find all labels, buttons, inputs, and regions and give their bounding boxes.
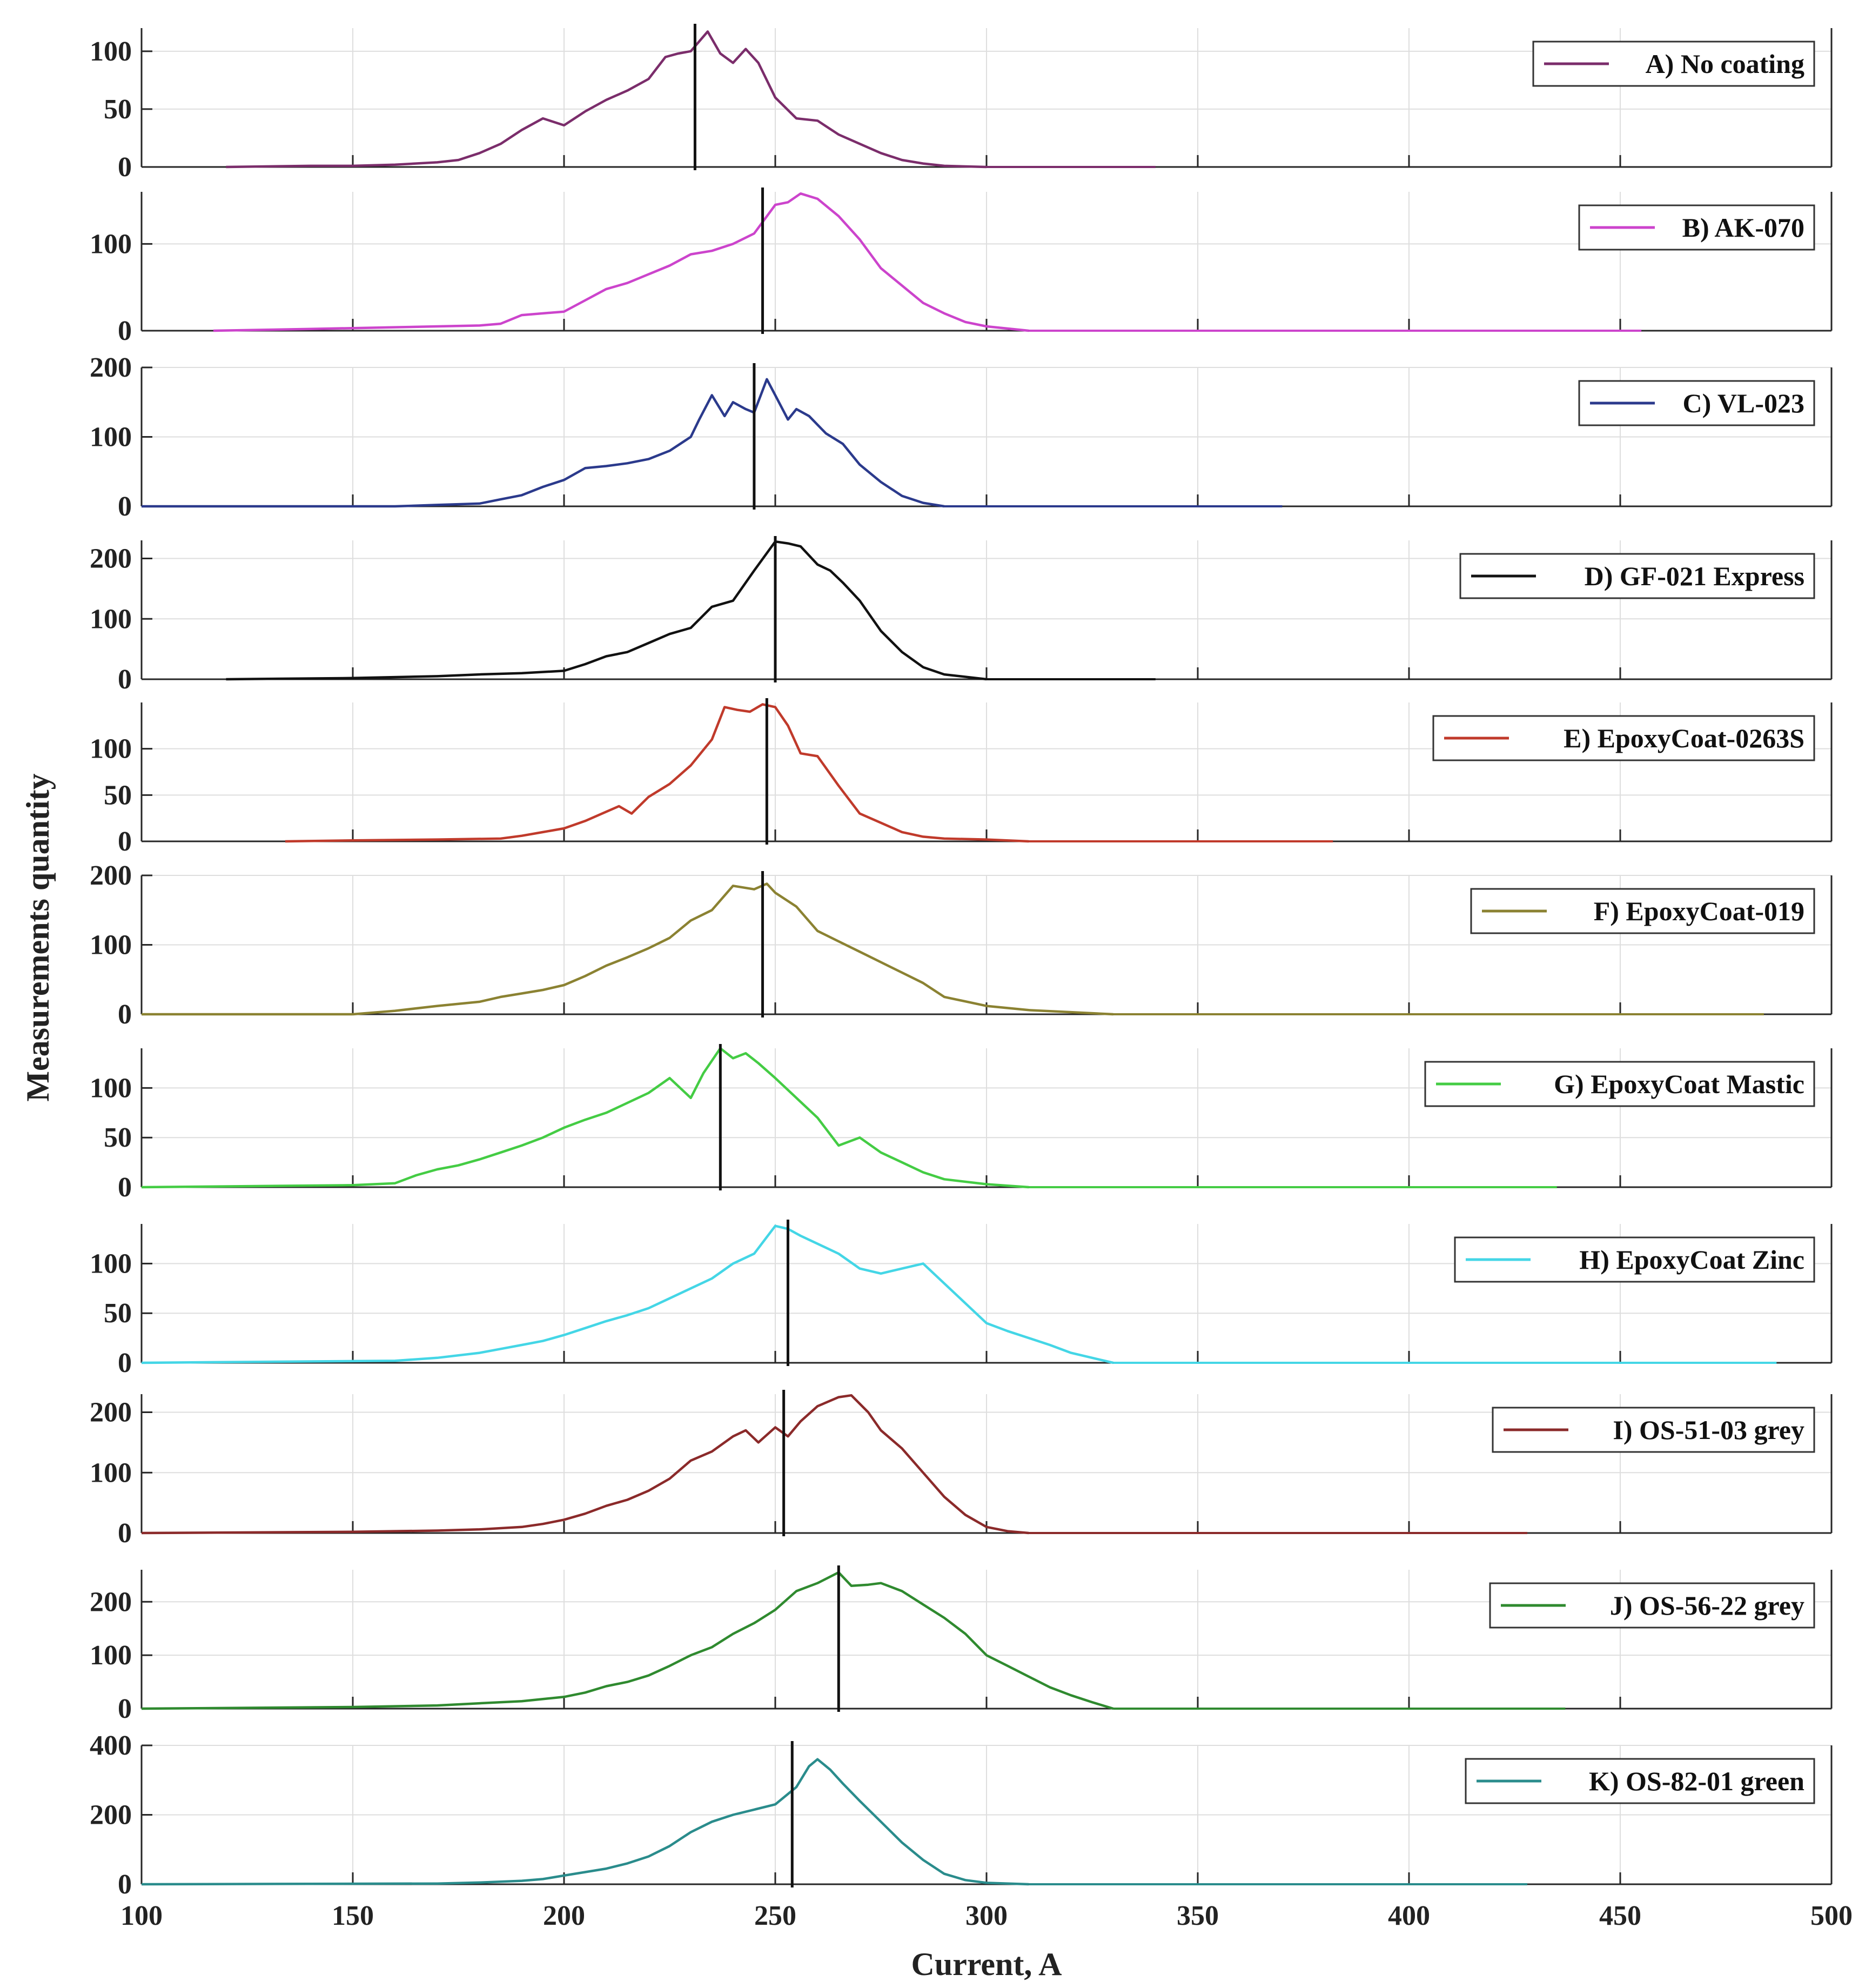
legend-label: F) EpoxyCoat-019 <box>1594 896 1804 926</box>
panel-10: 0 100 200 J) OS-56-22 grey <box>90 1565 1833 1724</box>
y-tick-label: 0 <box>118 1869 132 1900</box>
y-tick-label: 0 <box>118 826 132 857</box>
y-tick-label: 50 <box>104 94 132 125</box>
legend-label: C) VL-023 <box>1683 388 1804 418</box>
series-line <box>142 882 1113 1016</box>
legend-label: D) GF-021 Express <box>1585 561 1804 591</box>
y-tick-label: 100 <box>90 422 132 453</box>
series-line <box>213 192 1029 332</box>
legend-label: I) OS-51-03 grey <box>1613 1415 1804 1445</box>
panel-7: 0 50 100 G) EpoxyCoat Mastic <box>90 1044 1833 1203</box>
panel-1: 0 50 100 A) No coating <box>90 24 1833 183</box>
y-tick-label: 0 <box>118 491 132 522</box>
series-line <box>285 703 1029 843</box>
y-tick-label: 200 <box>90 1397 132 1428</box>
series-line <box>141 1047 1029 1189</box>
y-tick-label: 100 <box>90 1640 132 1671</box>
panel-5: 0 50 100 E) EpoxyCoat-0263S <box>90 698 1833 857</box>
y-tick-label: 0 <box>118 1172 132 1203</box>
x-tick-label: 100 <box>120 1900 163 1931</box>
y-tick-label: 0 <box>118 664 132 695</box>
x-axis-title: Current, A <box>911 1946 1062 1982</box>
legend-label: H) EpoxyCoat Zinc <box>1579 1244 1804 1275</box>
series-line <box>226 30 987 169</box>
y-axis-title: Measurements quantity <box>20 773 56 1101</box>
x-tick-label: 450 <box>1599 1900 1641 1931</box>
y-tick-label: 100 <box>90 36 132 67</box>
x-tick-label: 200 <box>543 1900 585 1931</box>
y-tick-label: 50 <box>104 1298 132 1329</box>
y-tick-label: 0 <box>118 152 132 183</box>
series-line <box>142 378 945 508</box>
y-tick-label: 50 <box>104 780 132 811</box>
y-tick-label: 0 <box>118 1518 132 1549</box>
series-line <box>226 540 987 681</box>
panel-4: 0 100 200 D) GF-021 Express <box>90 536 1833 695</box>
x-tick-label: 150 <box>332 1900 374 1931</box>
panel-8: 0 50 100 H) EpoxyCoat Zinc <box>90 1220 1833 1378</box>
y-tick-label: 0 <box>118 1348 132 1378</box>
y-tick-label: 200 <box>90 1800 132 1831</box>
y-tick-label: 100 <box>90 734 132 765</box>
y-tick-label: 50 <box>104 1122 132 1153</box>
y-tick-label: 100 <box>90 604 132 634</box>
y-tick-label: 100 <box>90 1248 132 1279</box>
x-tick-label: 300 <box>965 1900 1008 1931</box>
panel-3: 0 100 200 C) VL-023 <box>90 352 1833 522</box>
x-tick-label: 400 <box>1388 1900 1430 1931</box>
y-tick-label: 100 <box>90 930 132 961</box>
legend-label: B) AK-070 <box>1682 212 1804 243</box>
x-tick-label: 250 <box>754 1900 796 1931</box>
legend-label: E) EpoxyCoat-0263S <box>1564 723 1804 753</box>
y-tick-label: 200 <box>90 352 132 383</box>
y-tick-label: 200 <box>90 1587 132 1617</box>
legend-label: K) OS-82-01 green <box>1589 1766 1804 1796</box>
panel-11: 0 200 400 K) OS-82-01 green <box>90 1730 1833 1900</box>
y-tick-label: 200 <box>90 860 132 891</box>
x-tick-label: 500 <box>1810 1900 1853 1931</box>
series-line <box>141 1758 1029 1886</box>
panel-9: 0 100 200 I) OS-51-03 grey <box>90 1390 1833 1549</box>
y-tick-label: 100 <box>90 1073 132 1103</box>
y-tick-label: 0 <box>118 1694 132 1724</box>
y-tick-label: 400 <box>90 1730 132 1761</box>
y-tick-label: 100 <box>90 1457 132 1488</box>
legend-label: J) OS-56-22 grey <box>1610 1590 1804 1621</box>
x-tick-label: 350 <box>1177 1900 1219 1931</box>
legend-label: G) EpoxyCoat Mastic <box>1554 1069 1804 1099</box>
series-line <box>141 1571 1114 1710</box>
y-tick-label: 0 <box>118 999 132 1030</box>
y-tick-label: 0 <box>118 316 132 346</box>
legend-label: A) No coating <box>1646 49 1804 79</box>
y-tick-label: 200 <box>90 544 132 574</box>
panel-6: 0 100 200 F) EpoxyCoat-019 <box>90 860 1833 1030</box>
panel-2: 0 100 B) AK-070 <box>90 188 1833 346</box>
series-line <box>141 1394 1029 1535</box>
y-tick-label: 100 <box>90 229 132 259</box>
series-line <box>141 1224 1114 1364</box>
